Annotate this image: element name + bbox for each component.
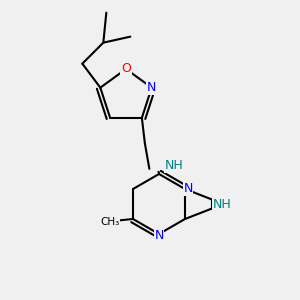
Text: CH₃: CH₃ [100,217,119,227]
Text: NH: NH [213,197,232,211]
Text: N: N [147,81,156,94]
Text: NH: NH [164,159,183,172]
Text: O: O [121,62,131,76]
Text: N: N [154,229,164,242]
Text: N: N [183,182,193,196]
